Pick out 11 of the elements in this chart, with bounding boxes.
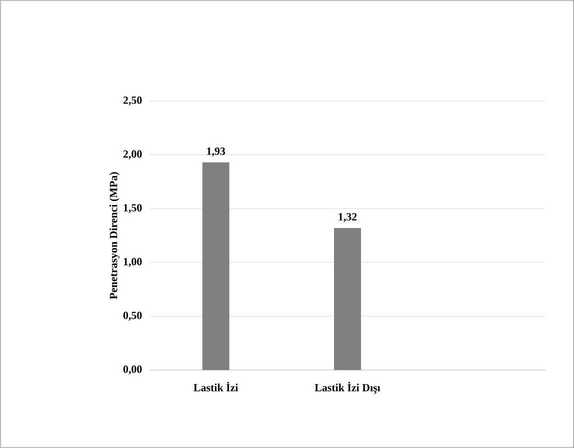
- y-tick-label: 0,50: [123, 312, 142, 321]
- y-tick-label: 1,00: [124, 258, 142, 267]
- y-tick-label: 2,00: [123, 150, 142, 160]
- x-tick-label: Lastik İzi Dışı: [314, 382, 380, 394]
- y-tick-label: 0,00: [123, 366, 142, 374]
- y-axis-title: Penetrasyon Direnci (MPa): [110, 172, 120, 300]
- data-label: 1,32: [338, 213, 357, 222]
- x-tick-label: Lastik İzi: [194, 382, 238, 392]
- y-tick-label: 2,50: [123, 96, 142, 106]
- y-tick-label: 1,50: [124, 204, 142, 214]
- data-label: 1,93: [207, 148, 226, 156]
